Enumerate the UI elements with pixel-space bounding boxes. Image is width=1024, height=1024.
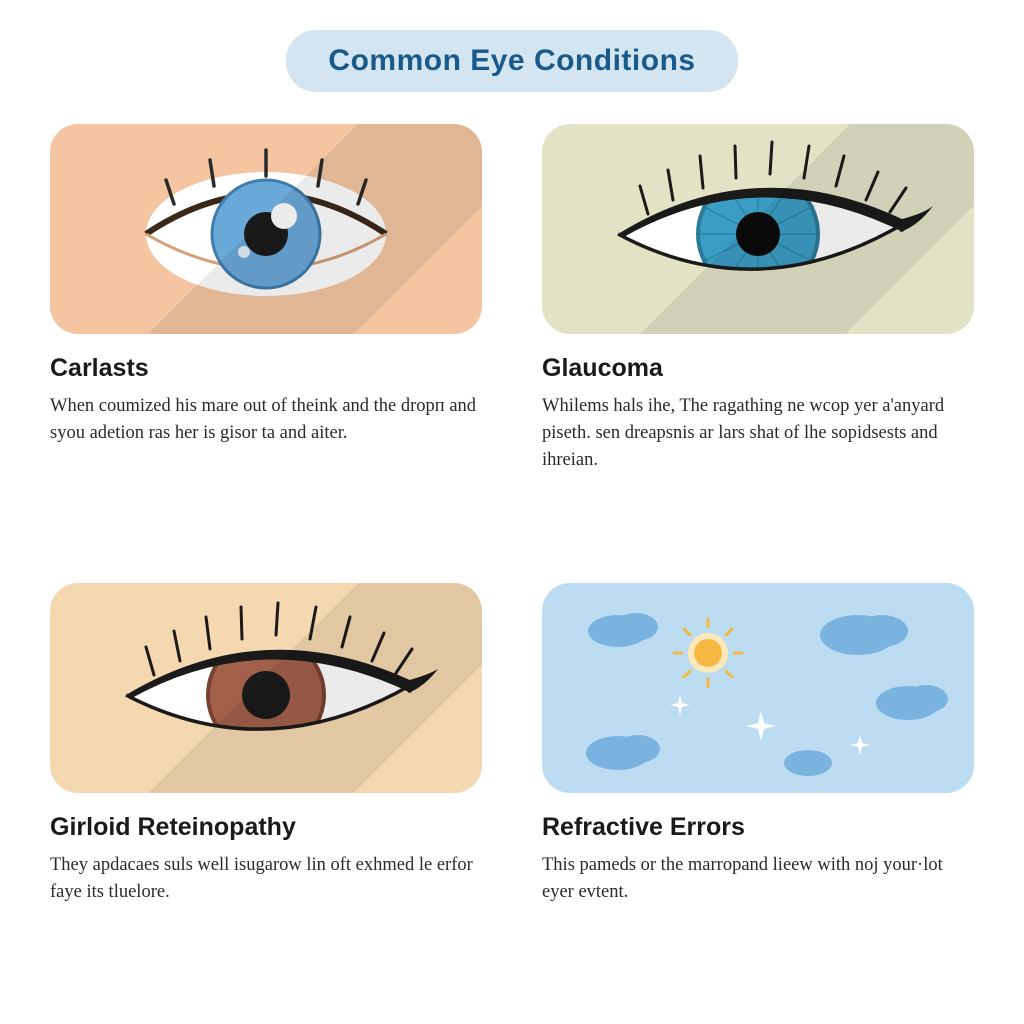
card-cataracts — [50, 124, 482, 334]
cell-refractive: Refractive Errors This pameds or the mar… — [542, 583, 974, 994]
heading-glaucoma: Glaucoma — [542, 354, 974, 383]
card-retinopathy — [50, 583, 482, 793]
page-title: Common Eye Conditions — [328, 44, 695, 77]
conditions-grid: Carlasts When coumized his mare out of t… — [50, 124, 974, 994]
card-glaucoma — [542, 124, 974, 334]
desc-refractive: This pameds or the marropand lieew with … — [542, 852, 974, 906]
eye-icon-cataracts — [50, 124, 482, 334]
card-refractive — [542, 583, 974, 793]
desc-glaucoma: Whilems hals ihe, The ragathing ne wcop … — [542, 393, 974, 473]
cell-retinopathy: Girloid Reteinopathy They apdacaes suls … — [50, 583, 482, 994]
heading-refractive: Refractive Errors — [542, 813, 974, 842]
cell-cataracts: Carlasts When coumized his mare out of t… — [50, 124, 482, 561]
sky-icon-refractive — [542, 583, 974, 793]
heading-cataracts: Carlasts — [50, 354, 482, 383]
cell-glaucoma: Glaucoma Whilems hals ihe, The ragathing… — [542, 124, 974, 561]
desc-retinopathy: They apdacaes suls well isugarow lin oft… — [50, 852, 482, 906]
eye-icon-retinopathy — [50, 583, 482, 793]
heading-retinopathy: Girloid Reteinopathy — [50, 813, 482, 842]
desc-cataracts: When coumized his mare out of theink and… — [50, 393, 482, 447]
page-title-pill: Common Eye Conditions — [286, 30, 737, 92]
eye-icon-glaucoma — [542, 124, 974, 334]
